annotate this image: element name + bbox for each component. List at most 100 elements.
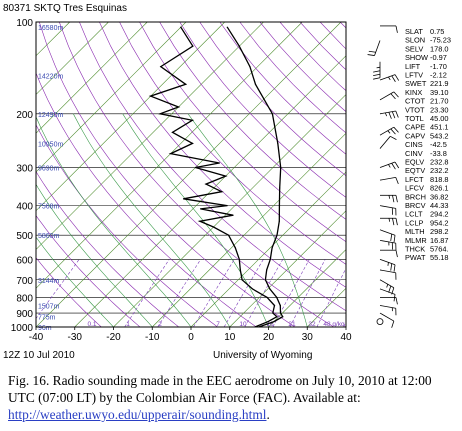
temperature-tick-label: -30	[68, 332, 83, 343]
index-name: LFTV	[405, 71, 423, 80]
wind-barb-flag	[373, 70, 381, 73]
wind-barb-flag	[388, 164, 391, 168]
dry-adiabat	[79, 22, 346, 312]
wind-barb-flag	[388, 76, 391, 81]
wind-barb-staff	[379, 312, 395, 322]
wind-barb-staff	[379, 279, 395, 289]
wind-barb-flag	[376, 66, 381, 69]
chart-title: 80371 SKTQ Tres Esquinas	[3, 3, 127, 14]
dry-adiabat	[119, 22, 346, 265]
index-name: SELV	[405, 44, 423, 53]
index-value: 232.2	[430, 166, 449, 175]
wind-barb-staff	[379, 74, 396, 81]
wind-barb-flag	[394, 161, 400, 169]
wind-barb-staff	[379, 176, 396, 181]
dewpoint-point	[273, 304, 276, 307]
pressure-tick-label: 400	[16, 202, 33, 213]
pressure-tick-label: 200	[16, 110, 33, 121]
mixing-ratio-label: 21	[288, 321, 296, 328]
index-name: CINV	[405, 149, 423, 158]
isotherm	[36, 22, 225, 212]
dewpoint-point	[182, 198, 185, 200]
wind-barb-flag	[386, 284, 389, 288]
dewpoint-point	[218, 162, 220, 164]
wind-barb-staff	[379, 258, 396, 266]
index-value: 221.9	[430, 79, 449, 88]
temperature-point	[238, 45, 240, 47]
isotherm	[36, 22, 342, 327]
temperature-point	[264, 279, 266, 281]
index-name: CAPE	[405, 123, 425, 132]
index-value: 178.0	[430, 44, 449, 53]
wind-barb-flag	[367, 54, 375, 56]
isotherm	[229, 210, 346, 327]
height-label: 10950m	[38, 141, 63, 148]
dewpoint-point	[180, 26, 182, 28]
index-name: LCLP	[405, 218, 424, 227]
temperature-tick-label: 20	[263, 332, 275, 343]
wind-barb-staff	[379, 288, 396, 295]
wind-barb-staff	[379, 239, 396, 244]
wind-barb-flag	[395, 110, 399, 118]
wind-barb-flag	[395, 218, 398, 226]
mixing-ratio-label: 48 g/kg	[323, 321, 345, 328]
sounding-link[interactable]: http://weather.uwyo.edu/upperair/soundin…	[8, 407, 267, 422]
dewpoint-point	[225, 175, 227, 177]
mixing-ratio-label: 0.1	[87, 321, 96, 328]
wind-barb-flag	[392, 195, 395, 203]
index-value: 818.8	[430, 175, 449, 184]
dewpoint-point	[234, 247, 236, 249]
height-label: 1507m	[38, 303, 60, 310]
moist-adiabat	[73, 113, 231, 327]
index-name: TOTL	[405, 114, 424, 123]
pressure-tick-label: 1000	[11, 323, 34, 334]
skew-t-chart: 80371 SKTQ Tres Esquinas 12Z 10 Jul 2010…	[3, 3, 451, 361]
wind-barb-staff	[379, 110, 396, 115]
temperature-point	[278, 220, 280, 222]
wind-barb-staff	[379, 91, 395, 101]
index-name: SWET	[405, 79, 427, 88]
isotherm	[113, 94, 346, 327]
isotherm	[36, 22, 109, 95]
pressure-tick-label: 800	[16, 293, 33, 304]
index-name: CTOT	[405, 97, 425, 106]
mixing-ratio-line	[124, 259, 170, 327]
mixing-ratio-line	[157, 259, 201, 327]
mixing-ratio-labels: 0.1 1 2 7 10 16 21 32 48 g/kg	[87, 321, 345, 328]
index-name: CAPV	[405, 131, 425, 140]
index-value: -75.23	[430, 36, 451, 45]
dewpoint-point	[241, 279, 243, 281]
dry-adiabat	[199, 22, 346, 177]
height-label: 3144m	[38, 278, 60, 285]
dewpoint-point	[251, 288, 253, 290]
index-value: 294.2	[430, 210, 449, 219]
dewpoint-point	[266, 296, 268, 299]
isotherm	[36, 22, 148, 134]
index-name: VTOT	[405, 105, 425, 114]
dewpoint-point	[199, 220, 201, 222]
height-label: 96m	[38, 325, 52, 332]
dewpoint-point	[272, 312, 274, 314]
wind-barb-flag	[394, 74, 400, 81]
index-value: 36.82	[430, 192, 449, 201]
wind-barb-flag	[393, 235, 396, 243]
wind-barb-flag	[368, 50, 376, 53]
moist-adiabat	[122, 113, 269, 327]
wind-barb-flag	[388, 195, 391, 199]
temperature-point	[276, 234, 278, 236]
index-name: BRCV	[405, 201, 426, 210]
dry-adiabat	[139, 22, 346, 243]
dewpoint-point	[177, 106, 180, 108]
temperature-point	[276, 296, 278, 299]
height-label: 5860m	[38, 233, 60, 240]
index-name: PWAT	[405, 253, 426, 262]
temperature-point	[269, 258, 271, 260]
mixing-ratio-line	[343, 321, 346, 327]
index-name: SHOW	[405, 53, 428, 62]
dewpoint-point	[232, 214, 234, 216]
caption-end: .	[266, 407, 270, 422]
index-value: 451.1	[430, 123, 449, 132]
index-name: MLTH	[405, 227, 425, 236]
temperature-point	[282, 316, 284, 318]
